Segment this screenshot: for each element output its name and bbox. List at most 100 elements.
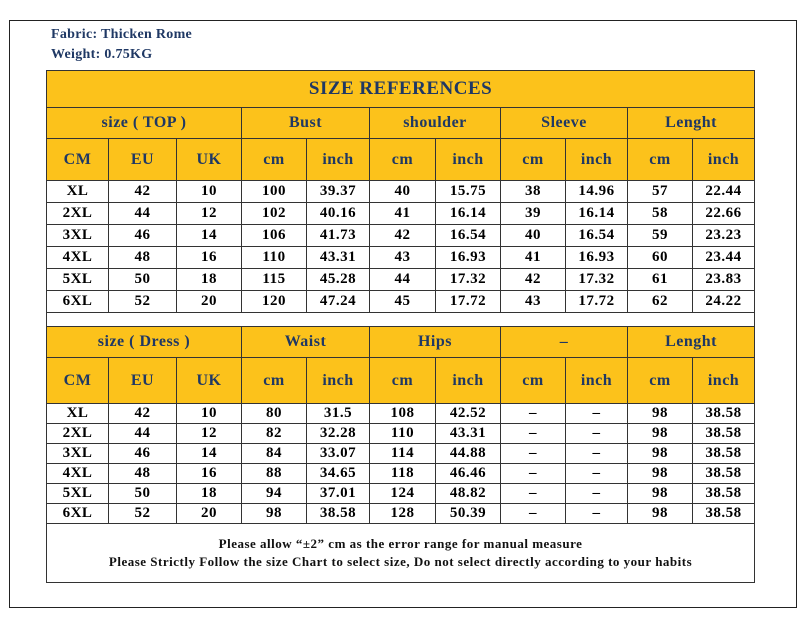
cell: 43.31 bbox=[435, 423, 501, 444]
row: 3XL 46 14 106 41.73 42 16.54 40 16.54 59 23.23 bbox=[46, 224, 756, 247]
cell: – bbox=[500, 483, 566, 504]
note-line: Please Strictly Follow the size Chart to… bbox=[108, 554, 693, 569]
cell: – bbox=[565, 483, 628, 504]
cell: – bbox=[500, 463, 566, 484]
cell: 50 bbox=[108, 483, 177, 504]
cell: 44 bbox=[369, 268, 436, 291]
cell: 20 bbox=[176, 503, 242, 524]
row: 6XL 52 20 120 47.24 45 17.72 43 17.72 62 24.22 bbox=[46, 290, 756, 313]
cell: 50.39 bbox=[435, 503, 501, 524]
cell: 41 bbox=[500, 246, 566, 269]
cell: – bbox=[565, 403, 628, 424]
row: size ( Dress ) Waist Hips – Lenght bbox=[46, 326, 756, 358]
column-header: CM bbox=[46, 357, 109, 404]
cell: – bbox=[500, 403, 566, 424]
cell: 59 bbox=[627, 224, 693, 247]
cell: 16.93 bbox=[435, 246, 501, 269]
row: CM EU UK cm inch cm inch cm inch cm inch bbox=[46, 138, 756, 181]
row: 5XL 50 18 94 37.01 124 48.82– –98 38.58 bbox=[46, 483, 756, 504]
cell: 18 bbox=[176, 483, 242, 504]
cell: 94 bbox=[241, 483, 307, 504]
cell: 44 bbox=[108, 202, 177, 225]
table-title: SIZE REFERENCES bbox=[45, 70, 756, 108]
cell: 23.44 bbox=[691, 246, 756, 269]
cell: 50 bbox=[108, 268, 177, 291]
row: size ( TOP ) Bust shoulder Sleeve Lenght bbox=[46, 107, 756, 139]
cell: 46 bbox=[108, 443, 177, 464]
column-header: UK bbox=[176, 357, 242, 404]
column-header: cm bbox=[369, 357, 436, 404]
fabric: Fabric: Thicken Rome bbox=[51, 27, 193, 42]
cell: 5XL bbox=[46, 268, 109, 291]
column-header: inch bbox=[306, 138, 370, 181]
cell: 61 bbox=[627, 268, 693, 291]
cell: 98 bbox=[627, 483, 693, 504]
column-header: cm bbox=[241, 357, 307, 404]
cell: 2XL bbox=[46, 423, 109, 444]
cell: – bbox=[565, 463, 628, 484]
cell: 45.28 bbox=[306, 268, 370, 291]
cell: 22.44 bbox=[691, 180, 756, 203]
cell: – bbox=[500, 443, 566, 464]
group-header: shoulder bbox=[369, 107, 501, 139]
cell: 98 bbox=[627, 443, 693, 464]
column-header: inch bbox=[565, 357, 628, 404]
row: Please allow “±2” cm as the error range … bbox=[45, 523, 756, 583]
note-line: Please allow “±2” cm as the error range … bbox=[218, 536, 583, 551]
cell: – bbox=[565, 423, 628, 444]
row: 4XL 48 16 88 34.65 118 46.46– –98 38.58 bbox=[46, 463, 756, 484]
group-header: size ( Dress ) bbox=[46, 326, 242, 358]
cell: – bbox=[565, 503, 628, 524]
cell: 23.23 bbox=[691, 224, 756, 247]
cell: 42 bbox=[369, 224, 436, 247]
cell: 5XL bbox=[46, 483, 109, 504]
group-header: Lenght bbox=[626, 107, 756, 139]
cell: 2XL bbox=[46, 202, 109, 225]
row: XL 42 10 80 31.5 108 42.52– –98 38.58 bbox=[46, 403, 756, 424]
cell: 98 bbox=[241, 503, 307, 524]
size-table: SIZE REFERENCES size ( TOP ) Bust shoulder S… bbox=[45, 70, 756, 583]
cell: 106 bbox=[241, 224, 307, 247]
cell: 38 bbox=[500, 180, 566, 203]
cell: 33.07 bbox=[306, 443, 370, 464]
cell: 42 bbox=[108, 403, 177, 424]
cell: 17.32 bbox=[435, 268, 501, 291]
cell: 10 bbox=[176, 403, 242, 424]
cell: 16.54 bbox=[435, 224, 501, 247]
cell: 38.58 bbox=[691, 503, 756, 524]
cell: 80 bbox=[241, 403, 307, 424]
cell: 98 bbox=[627, 403, 693, 424]
cell: 58 bbox=[627, 202, 693, 225]
cell: 40.16 bbox=[306, 202, 370, 225]
cell: 120 bbox=[241, 290, 307, 313]
group-header: Bust bbox=[241, 107, 370, 139]
cell: 6XL bbox=[46, 503, 109, 524]
cell: 16 bbox=[176, 463, 242, 484]
cell: 22.66 bbox=[691, 202, 756, 225]
column-header: cm bbox=[500, 357, 566, 404]
cell: 17.72 bbox=[435, 290, 501, 313]
column-header: cm bbox=[369, 138, 436, 181]
row bbox=[45, 312, 756, 327]
cell: 115 bbox=[241, 268, 307, 291]
cell: 17.32 bbox=[565, 268, 628, 291]
cell: 45 bbox=[369, 290, 436, 313]
cell: 98 bbox=[627, 423, 693, 444]
column-header: cm bbox=[500, 138, 566, 181]
group-header: – bbox=[500, 326, 628, 358]
cell: XL bbox=[46, 180, 109, 203]
column-header: inch bbox=[435, 138, 501, 181]
cell: 38.58 bbox=[306, 503, 370, 524]
cell: 124 bbox=[369, 483, 436, 504]
cell: 10 bbox=[176, 180, 242, 203]
cell: 39.37 bbox=[306, 180, 370, 203]
row: 6XL 52 20 98 38.58 128 50.39– –98 38.58 bbox=[46, 503, 756, 524]
cell: 108 bbox=[369, 403, 436, 424]
cell: 98 bbox=[627, 463, 693, 484]
cell: 48 bbox=[108, 463, 177, 484]
cell: 48 bbox=[108, 246, 177, 269]
cell: 42.52 bbox=[435, 403, 501, 424]
cell: 32.28 bbox=[306, 423, 370, 444]
column-header: EU bbox=[108, 138, 177, 181]
cell: 41 bbox=[369, 202, 436, 225]
